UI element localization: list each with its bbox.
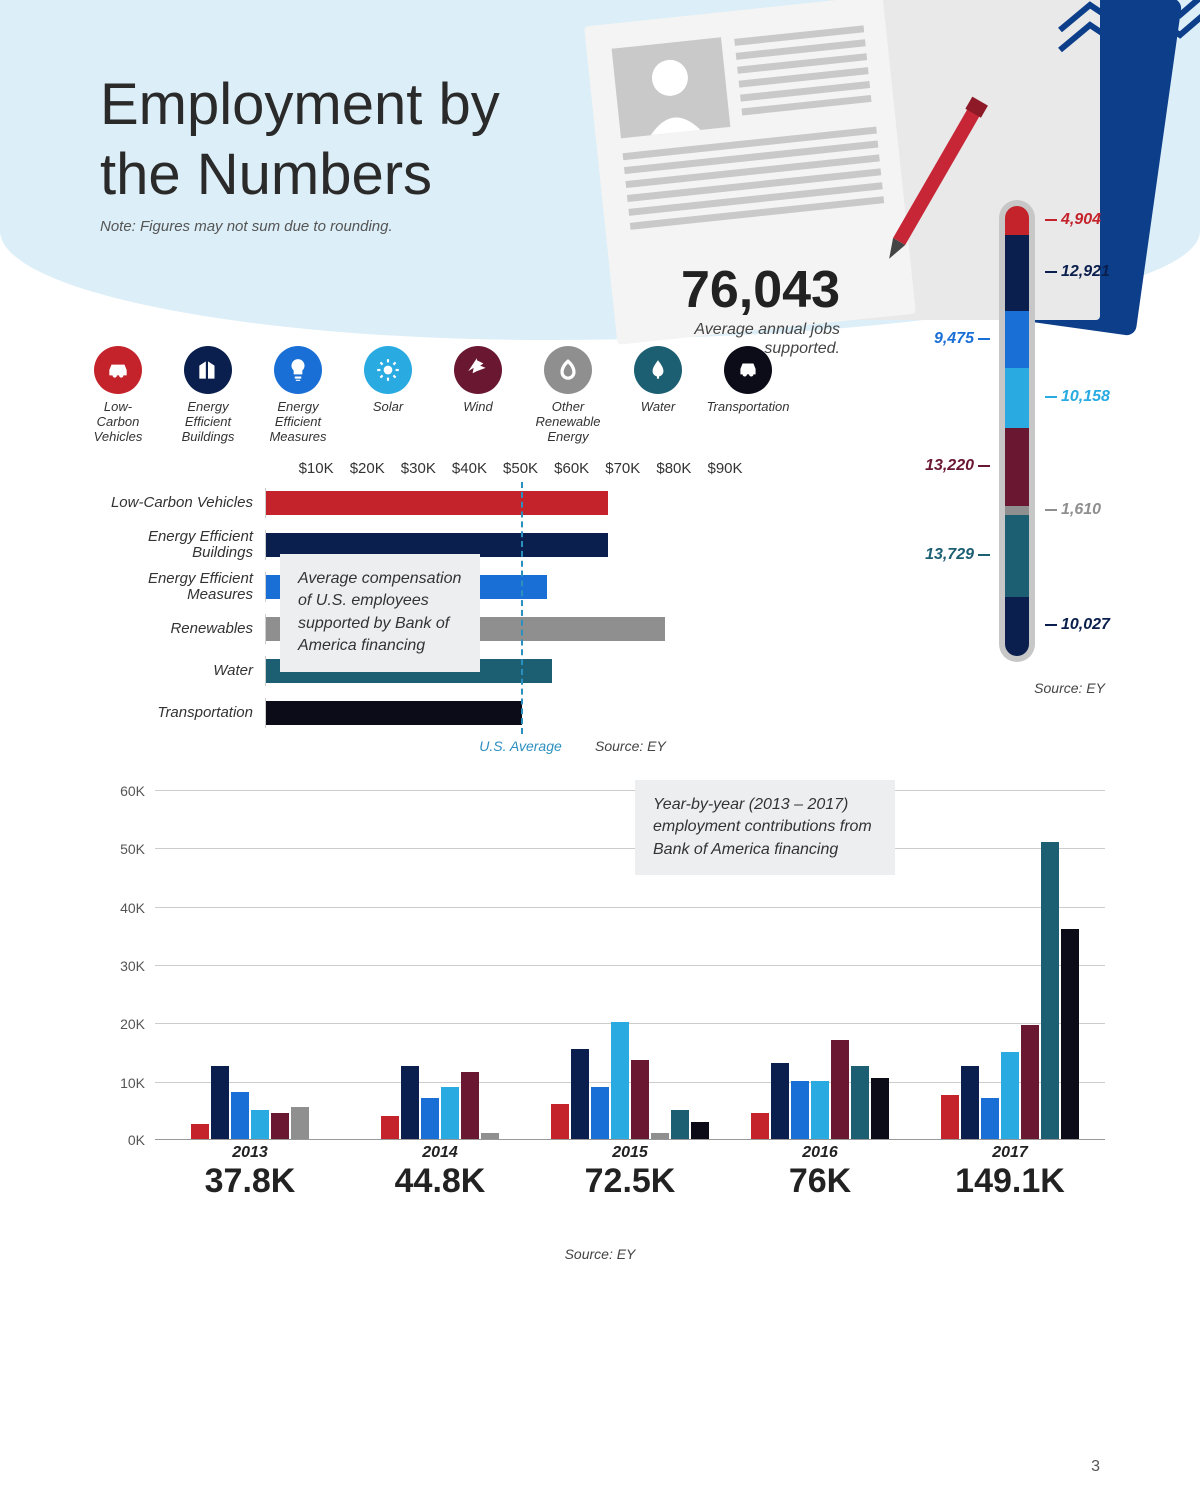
page-title: Employment by the Numbers bbox=[100, 70, 500, 209]
thermo-segment bbox=[1005, 206, 1029, 235]
yearly-bar bbox=[771, 1063, 789, 1139]
energy_efficient_buildings-icon bbox=[184, 346, 232, 394]
yearly-bar bbox=[871, 1078, 889, 1139]
thermometer-source: Source: EY bbox=[1034, 680, 1105, 696]
yearly-group-2016 bbox=[751, 1040, 889, 1139]
thermo-label: 4,904 bbox=[1045, 211, 1101, 229]
category-energy_efficient_buildings: Energy Efficient Buildings bbox=[175, 346, 241, 445]
thermo-label: 10,027 bbox=[1045, 616, 1110, 634]
yearly-group-2017 bbox=[941, 842, 1079, 1140]
energy_efficient_measures-icon bbox=[274, 346, 322, 394]
water-icon bbox=[634, 346, 682, 394]
yearly-bar bbox=[1001, 1052, 1019, 1140]
yearly-chart: 0K10K20K30K40K50K60K Year-by-year (2013 … bbox=[95, 790, 1105, 1190]
yearly-chart-note: Year-by-year (2013 – 2017) employment co… bbox=[635, 780, 895, 875]
yearly-xlabel: 2017149.1K bbox=[915, 1144, 1105, 1201]
category-other_renewable: Other Renewable Energy bbox=[535, 346, 601, 445]
compensation-chart-note: Average compensation of U.S. employees s… bbox=[280, 554, 480, 672]
category-solar: Solar bbox=[355, 346, 421, 445]
yearly-group-2015 bbox=[551, 1022, 709, 1139]
thermo-label: 9,475 bbox=[934, 330, 990, 348]
yearly-bar bbox=[831, 1040, 849, 1139]
yearly-bar bbox=[381, 1116, 399, 1139]
category-low_carbon_vehicles: Low-Carbon Vehicles bbox=[85, 346, 151, 445]
us-average-line bbox=[521, 482, 523, 734]
yearly-bar bbox=[271, 1113, 289, 1139]
yearly-bar bbox=[551, 1104, 569, 1139]
yearly-bar bbox=[981, 1098, 999, 1139]
yearly-bar bbox=[631, 1060, 649, 1139]
solar-icon bbox=[364, 346, 412, 394]
yearly-bar bbox=[1061, 929, 1079, 1139]
thermo-segment bbox=[1005, 506, 1029, 516]
category-transportation: Transportation bbox=[715, 346, 781, 445]
yearly-bar bbox=[231, 1092, 249, 1139]
category-water: Water bbox=[625, 346, 691, 445]
yearly-bar bbox=[961, 1066, 979, 1139]
thermo-label: 1,610 bbox=[1045, 501, 1101, 519]
compensation-chart-source: Source: EY bbox=[595, 738, 666, 754]
yearly-bar bbox=[291, 1107, 309, 1139]
compensation-row: Low-Carbon Vehicles bbox=[95, 482, 725, 524]
category-energy_efficient_measures: Energy Efficient Measures bbox=[265, 346, 331, 445]
thermo-segment bbox=[1005, 368, 1029, 428]
thermo-segment bbox=[1005, 428, 1029, 506]
thermo-segment bbox=[1005, 515, 1029, 596]
category-wind: Wind bbox=[445, 346, 511, 445]
compensation-chart: $10K$20K$30K$40K$50K$60K$70K$80K$90K Low… bbox=[95, 460, 725, 734]
yearly-bar bbox=[671, 1110, 689, 1139]
yearly-bar bbox=[941, 1095, 959, 1139]
yearly-bar bbox=[591, 1087, 609, 1140]
thermo-segment bbox=[1005, 235, 1029, 311]
yearly-xlabel: 201444.8K bbox=[345, 1144, 535, 1201]
yearly-chart-source: Source: EY bbox=[565, 1246, 636, 1262]
yearly-bar bbox=[651, 1133, 669, 1139]
rounding-note: Note: Figures may not sum due to roundin… bbox=[100, 218, 393, 235]
yearly-bar bbox=[211, 1066, 229, 1139]
thermo-label: 10,158 bbox=[1045, 388, 1110, 406]
yearly-bar bbox=[421, 1098, 439, 1139]
yearly-group-2014 bbox=[381, 1066, 499, 1139]
yearly-bar bbox=[851, 1066, 869, 1139]
yearly-bar bbox=[811, 1081, 829, 1139]
thermo-label: 13,220 bbox=[925, 457, 990, 475]
yearly-bar bbox=[481, 1133, 499, 1139]
thermo-label: 12,921 bbox=[1045, 263, 1110, 281]
thermo-segment bbox=[1005, 311, 1029, 367]
yearly-bar bbox=[751, 1113, 769, 1139]
yearly-bar bbox=[191, 1124, 209, 1139]
yearly-xlabel: 201337.8K bbox=[155, 1144, 345, 1201]
yearly-bar bbox=[791, 1081, 809, 1139]
yearly-bar bbox=[691, 1122, 709, 1140]
compensation-row: Transportation bbox=[95, 692, 725, 734]
yearly-xlabel: 201676K bbox=[725, 1144, 915, 1201]
yearly-bar bbox=[441, 1087, 459, 1140]
wind-icon bbox=[454, 346, 502, 394]
transportation-icon bbox=[724, 346, 772, 394]
yearly-bar bbox=[461, 1072, 479, 1139]
page-number: 3 bbox=[1091, 1458, 1100, 1476]
other_renewable-icon bbox=[544, 346, 592, 394]
yearly-group-2013 bbox=[191, 1066, 309, 1139]
yearly-bar bbox=[1021, 1025, 1039, 1139]
yearly-bar bbox=[611, 1022, 629, 1139]
category-icons-row: Low-Carbon Vehicles Energy Efficient Buil… bbox=[85, 346, 781, 445]
low_carbon_vehicles-icon bbox=[94, 346, 142, 394]
thermo-label: 13,729 bbox=[925, 546, 990, 564]
yearly-bar bbox=[571, 1049, 589, 1139]
yearly-xlabel: 201572.5K bbox=[535, 1144, 725, 1201]
yearly-bar bbox=[251, 1110, 269, 1139]
yearly-bar bbox=[1041, 842, 1059, 1140]
headline-stat: 76,043 Average annual jobs supported. bbox=[681, 260, 840, 358]
yearly-bar bbox=[401, 1066, 419, 1139]
us-average-label: U.S. Average bbox=[479, 738, 562, 754]
thermo-segment bbox=[1005, 597, 1029, 656]
